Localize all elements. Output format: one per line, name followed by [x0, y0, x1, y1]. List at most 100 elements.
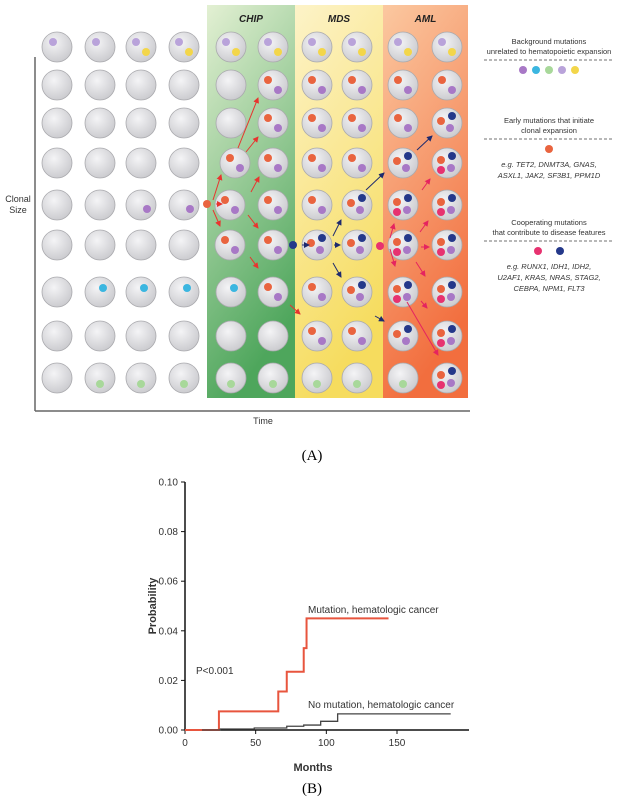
- cell: [215, 362, 247, 394]
- cell: [84, 276, 116, 308]
- y-tick-label: 0.10: [159, 478, 179, 489]
- mutation-dot: [185, 48, 193, 56]
- cell: [84, 69, 116, 101]
- cell: [125, 229, 157, 261]
- cell: [301, 69, 333, 101]
- cell: [125, 362, 157, 394]
- y-tick-label: 0.06: [159, 577, 179, 588]
- mutation-dot: [347, 199, 355, 207]
- cell: [387, 362, 419, 394]
- mutation-dot: [358, 194, 366, 202]
- mutation-dot: [402, 337, 410, 345]
- mutation-dot: [92, 38, 100, 46]
- cell: [431, 276, 463, 308]
- arrow: [245, 136, 259, 153]
- cooperating-mutation-dot: [376, 242, 384, 250]
- arrow: [247, 214, 259, 229]
- mutation-dot: [448, 86, 456, 94]
- x-tick-label: 100: [318, 738, 335, 749]
- mutation-dot: [318, 206, 326, 214]
- cell: [387, 276, 419, 308]
- cell: [125, 69, 157, 101]
- arrow: [406, 301, 439, 356]
- mutation-dot: [264, 236, 272, 244]
- cell: [341, 320, 373, 352]
- mutation-dot: [393, 238, 401, 246]
- mutation-dot: [358, 48, 366, 56]
- cell: [341, 69, 373, 101]
- panel-b-label: (B): [302, 781, 322, 797]
- mutation-dot: [274, 164, 282, 172]
- arrow: [365, 172, 385, 191]
- mutation-dot: [404, 281, 412, 289]
- mutation-dot: [437, 329, 445, 337]
- early-mutation-dot: [203, 200, 211, 208]
- mutation-dot: [437, 156, 445, 164]
- mutation-dot: [137, 380, 145, 388]
- mutation-dot: [222, 38, 230, 46]
- mutation-dot: [393, 198, 401, 206]
- cell: [214, 229, 246, 261]
- mutation-dot: [274, 86, 282, 94]
- mutation-dot: [358, 164, 366, 172]
- cell: [431, 189, 463, 221]
- cell: [84, 107, 116, 139]
- legend-dot: [532, 66, 540, 74]
- mutation-dot: [437, 295, 445, 303]
- mutation-dot: [448, 112, 456, 120]
- cell: [168, 147, 200, 179]
- mutation-dot: [393, 157, 401, 165]
- cell: [84, 31, 116, 63]
- cell: [41, 107, 73, 139]
- mutation-dot: [448, 325, 456, 333]
- cell: [84, 189, 116, 221]
- mutation-dot: [394, 38, 402, 46]
- cell: [168, 362, 200, 394]
- y-tick-label: 0.04: [159, 626, 179, 637]
- cell: [301, 147, 333, 179]
- cell: [215, 276, 247, 308]
- legend-examples: U2AF1, KRAS, NRAS, STAG2,: [497, 273, 600, 282]
- cell: [341, 147, 373, 179]
- mutation-dot: [356, 246, 364, 254]
- mutation-dot: [143, 205, 151, 213]
- mutation-dot: [348, 327, 356, 335]
- mutation-dot: [227, 380, 235, 388]
- mutation-dot: [404, 124, 412, 132]
- mutation-dot: [99, 284, 107, 292]
- mutation-dot: [404, 234, 412, 242]
- mutation-dot: [264, 154, 272, 162]
- mutation-dot: [186, 205, 194, 213]
- arrow: [415, 261, 426, 277]
- mutation-dot: [274, 206, 282, 214]
- x-tick-label: 150: [389, 738, 406, 749]
- mutation-dot: [96, 380, 104, 388]
- mutation-dot: [353, 380, 361, 388]
- cell-grid: [41, 31, 463, 394]
- mutation-dot: [448, 194, 456, 202]
- mutation-dot: [274, 293, 282, 301]
- legend-examples: CEBPA, NPM1, FLT3: [514, 284, 586, 293]
- legend-examples: ASXL1, JAK2, SF3B1, PPM1D: [497, 171, 601, 180]
- mutation-dot: [348, 114, 356, 122]
- mutation-dot: [264, 76, 272, 84]
- cell: [125, 147, 157, 179]
- mutation-dot: [308, 196, 316, 204]
- cell: [431, 31, 463, 63]
- cell: [341, 229, 373, 261]
- cell: [431, 320, 463, 352]
- cell: [431, 362, 463, 394]
- arrow: [212, 209, 221, 227]
- cell: [431, 229, 463, 261]
- arrow: [389, 248, 397, 267]
- mutation-dot: [274, 246, 282, 254]
- arrow: [389, 223, 396, 239]
- p-value: P<0.001: [196, 666, 234, 677]
- mutation-dot: [307, 239, 315, 247]
- mutation-dot: [403, 246, 411, 254]
- panel-a-clonal-evolution-diagram: CHIP MDS AML Clonal Size Time Background m…: [5, 5, 614, 464]
- mutation-dot: [447, 246, 455, 254]
- mutation-dot: [446, 124, 454, 132]
- mutation-dot: [347, 286, 355, 294]
